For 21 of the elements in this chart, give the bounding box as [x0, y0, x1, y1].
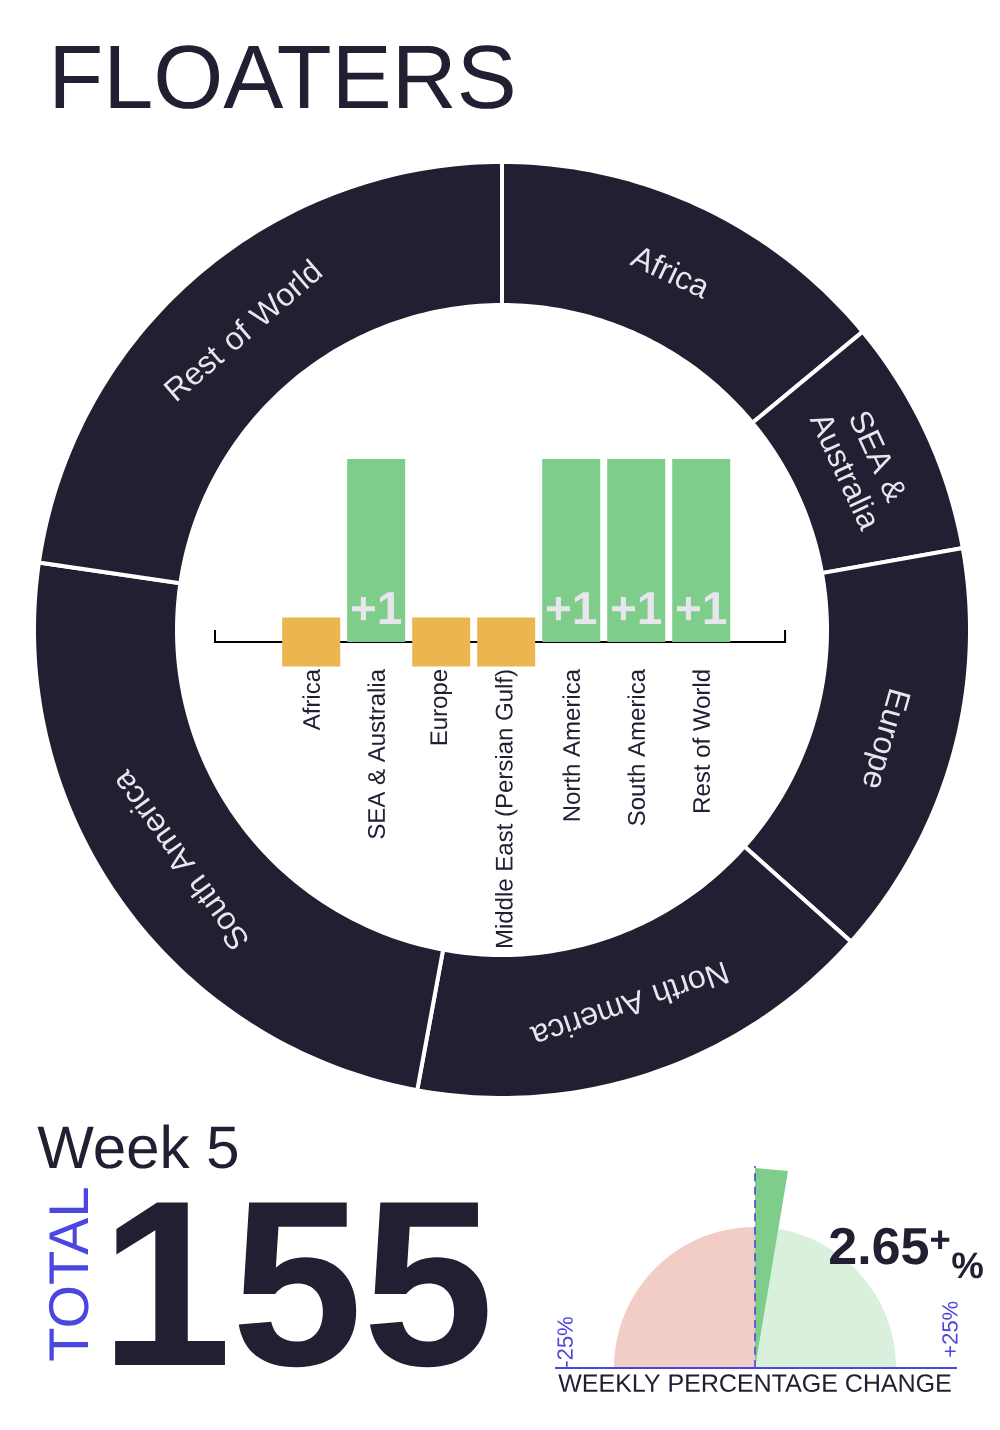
text: Week 5	[37, 1124, 238, 1169]
x-tick-label: Europe	[430, 670, 452, 745]
data-label: +1	[676, 592, 727, 624]
data-label: +1	[351, 592, 402, 624]
chart-title: FLOATERS	[55, 45, 513, 109]
slice-label: Africa	[629, 248, 707, 299]
x-tick-label: Rest of World	[692, 670, 711, 812]
x-tick-label: South America	[627, 668, 646, 826]
x-tick-label: Africa	[302, 668, 321, 731]
text: WEEKLY PERCENTAGE CHANGE	[558, 1374, 951, 1392]
slice-label: North America	[529, 961, 729, 1042]
x-tick-label: SEA & Australia	[367, 668, 386, 839]
x-tick-label: North America	[562, 668, 581, 821]
text: TOTAL	[48, 1188, 89, 1361]
data-label: +1	[546, 592, 597, 624]
text: 2.65$^{+}$%	[830, 1227, 983, 1279]
text: +25%	[942, 1301, 958, 1357]
text: 155	[115, 1202, 488, 1368]
data-label: +1	[611, 592, 662, 624]
text: -25%	[557, 1317, 573, 1367]
x-tick-label: Middle East (Persian Gulf)	[495, 670, 518, 948]
